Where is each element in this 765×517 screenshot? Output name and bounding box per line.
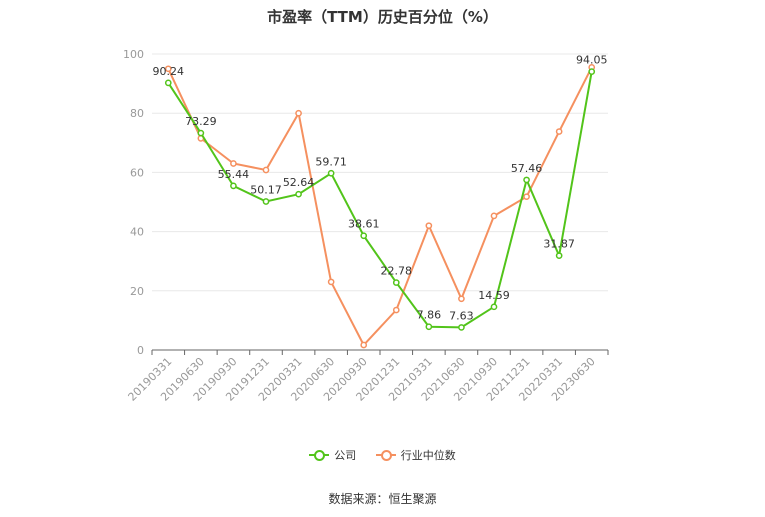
legend-swatch-industry-median [375, 450, 396, 461]
data-point-industry-median [295, 109, 302, 117]
legend: 公司 行业中位数 [0, 447, 765, 463]
data-source: 数据来源：恒生聚源 [328, 492, 437, 506]
chart-title: 市盈率（TTM）历史百分位（%） [267, 8, 498, 26]
y-tick-label: 0 [137, 344, 144, 357]
data-point-industry-median [230, 160, 237, 167]
data-label: 52.64 [283, 176, 315, 189]
data-label: 57.46 [511, 162, 543, 175]
data-point-company [197, 129, 205, 137]
data-point-industry-median [425, 222, 433, 230]
data-label: 55.44 [218, 168, 250, 181]
data-point-company [490, 303, 498, 311]
data-point-industry-median [458, 295, 465, 303]
data-point-company [588, 68, 596, 75]
y-tick-label: 100 [123, 48, 144, 61]
data-point-industry-median [490, 212, 498, 220]
data-point-company [523, 176, 530, 184]
legend-label-industry-median: 行业中位数 [400, 449, 456, 462]
data-label: 59.71 [315, 155, 347, 168]
data-label: 7.63 [449, 309, 474, 322]
data-point-company [164, 79, 172, 87]
data-point-company [230, 182, 237, 190]
data-label: 90.24 [153, 65, 185, 78]
series-line-company [167, 71, 593, 329]
data-label: 50.17 [250, 183, 282, 196]
series-line-industry-median [167, 66, 593, 347]
data-point-industry-median [555, 128, 563, 135]
legend-label-company: 公司 [334, 449, 357, 462]
data-point-industry-median [360, 341, 368, 349]
data-point-company [360, 232, 368, 240]
data-point-company [425, 323, 433, 331]
data-point-industry-median [164, 65, 172, 73]
series-lines [164, 63, 596, 349]
y-tick-label: 60 [130, 166, 144, 179]
y-tick-label: 40 [130, 226, 144, 239]
data-label: 14.59 [478, 289, 510, 302]
y-tick-label: 80 [130, 107, 144, 120]
y-tick-label: 20 [130, 285, 144, 298]
data-point-company [458, 324, 465, 331]
data-point-company [295, 190, 302, 198]
data-label: 7.86 [417, 309, 442, 322]
data-point-industry-median [262, 166, 270, 174]
data-point-company [262, 198, 270, 205]
data-point-company [327, 169, 335, 177]
data-point-company [555, 252, 563, 260]
data-label: 73.29 [185, 115, 217, 128]
line-chart: 0 20 40 60 80 100 201903312019063020190930201… [123, 48, 609, 404]
data-label: 38.61 [348, 218, 380, 231]
legend-item-company[interactable]: 公司 [309, 447, 356, 463]
data-point-industry-median [327, 278, 335, 286]
data-label: 31.87 [543, 238, 575, 251]
y-axis: 0 20 40 60 80 100 [123, 48, 144, 357]
x-axis: 2019033120190630201909302019123120200331… [126, 349, 609, 404]
grid-lines [152, 53, 608, 292]
data-point-industry-median [392, 306, 400, 314]
data-label: 22.78 [381, 265, 413, 278]
data-label: 94.05 [576, 54, 608, 67]
data-point-industry-median [523, 193, 530, 201]
legend-item-industry-median[interactable]: 行业中位数 [375, 447, 456, 463]
legend-swatch-company [309, 450, 330, 461]
data-point-company [392, 279, 400, 286]
